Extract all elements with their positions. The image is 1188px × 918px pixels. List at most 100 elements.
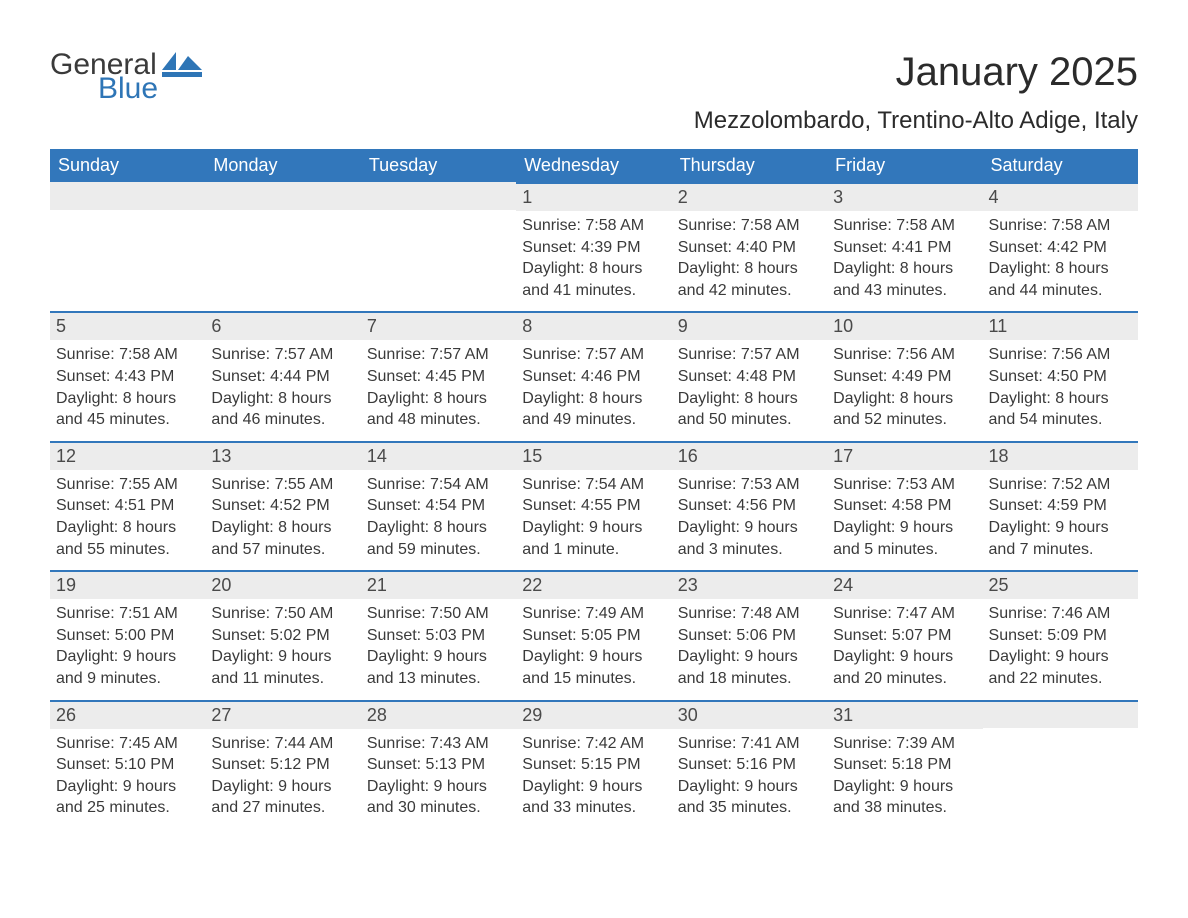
day-cell: 9Sunrise: 7:57 AMSunset: 4:48 PMDaylight…: [672, 311, 827, 440]
day-cell: 22Sunrise: 7:49 AMSunset: 5:05 PMDayligh…: [516, 570, 671, 699]
day-d1: Daylight: 9 hours: [678, 776, 821, 798]
day-sunset: Sunset: 4:39 PM: [522, 237, 665, 259]
day-sunrise: Sunrise: 7:50 AM: [211, 603, 354, 625]
day-d1: Daylight: 8 hours: [833, 388, 976, 410]
day-sunrise: Sunrise: 7:44 AM: [211, 733, 354, 755]
day-sunset: Sunset: 5:07 PM: [833, 625, 976, 647]
day-sunrise: Sunrise: 7:54 AM: [522, 474, 665, 496]
day-d2: and 1 minute.: [522, 539, 665, 561]
day-d1: Daylight: 8 hours: [56, 388, 199, 410]
week-row: 5Sunrise: 7:58 AMSunset: 4:43 PMDaylight…: [50, 311, 1138, 440]
day-d1: Daylight: 9 hours: [522, 776, 665, 798]
day-cell: 25Sunrise: 7:46 AMSunset: 5:09 PMDayligh…: [983, 570, 1138, 699]
day-details: Sunrise: 7:49 AMSunset: 5:05 PMDaylight:…: [516, 599, 671, 699]
day-d2: and 45 minutes.: [56, 409, 199, 431]
day-sunrise: Sunrise: 7:50 AM: [367, 603, 510, 625]
day-sunrise: Sunrise: 7:57 AM: [367, 344, 510, 366]
day-cell: [361, 182, 516, 311]
day-sunset: Sunset: 4:40 PM: [678, 237, 821, 259]
day-number: 24: [827, 570, 982, 599]
day-sunset: Sunset: 4:49 PM: [833, 366, 976, 388]
day-d2: and 59 minutes.: [367, 539, 510, 561]
week-row: 12Sunrise: 7:55 AMSunset: 4:51 PMDayligh…: [50, 441, 1138, 570]
day-sunset: Sunset: 5:09 PM: [989, 625, 1132, 647]
day-sunset: Sunset: 4:43 PM: [56, 366, 199, 388]
day-d2: and 43 minutes.: [833, 280, 976, 302]
day-details: Sunrise: 7:55 AMSunset: 4:51 PMDaylight:…: [50, 470, 205, 570]
day-d2: and 3 minutes.: [678, 539, 821, 561]
day-d2: and 35 minutes.: [678, 797, 821, 819]
day-d2: and 50 minutes.: [678, 409, 821, 431]
day-sunset: Sunset: 5:06 PM: [678, 625, 821, 647]
day-number: 9: [672, 311, 827, 340]
day-cell: 16Sunrise: 7:53 AMSunset: 4:56 PMDayligh…: [672, 441, 827, 570]
day-details: Sunrise: 7:57 AMSunset: 4:44 PMDaylight:…: [205, 340, 360, 440]
day-number: 31: [827, 700, 982, 729]
day-details: Sunrise: 7:50 AMSunset: 5:03 PMDaylight:…: [361, 599, 516, 699]
day-cell: 29Sunrise: 7:42 AMSunset: 5:15 PMDayligh…: [516, 700, 671, 829]
logo-word2: Blue: [98, 74, 158, 104]
day-number: 8: [516, 311, 671, 340]
day-cell: 1Sunrise: 7:58 AMSunset: 4:39 PMDaylight…: [516, 182, 671, 311]
day-sunset: Sunset: 4:54 PM: [367, 495, 510, 517]
day-details: Sunrise: 7:57 AMSunset: 4:45 PMDaylight:…: [361, 340, 516, 440]
day-d1: Daylight: 8 hours: [211, 517, 354, 539]
day-sunset: Sunset: 5:05 PM: [522, 625, 665, 647]
day-cell: [50, 182, 205, 311]
day-sunrise: Sunrise: 7:55 AM: [56, 474, 199, 496]
day-d1: Daylight: 9 hours: [522, 517, 665, 539]
day-d2: and 49 minutes.: [522, 409, 665, 431]
day-sunrise: Sunrise: 7:49 AM: [522, 603, 665, 625]
title-block: January 2025 Mezzolombardo, Trentino-Alt…: [694, 50, 1138, 135]
day-sunset: Sunset: 4:58 PM: [833, 495, 976, 517]
day-d2: and 22 minutes.: [989, 668, 1132, 690]
day-sunset: Sunset: 5:02 PM: [211, 625, 354, 647]
day-sunrise: Sunrise: 7:57 AM: [211, 344, 354, 366]
day-d2: and 30 minutes.: [367, 797, 510, 819]
day-d1: Daylight: 9 hours: [833, 517, 976, 539]
day-number: 5: [50, 311, 205, 340]
page-header: General Blue January 2025 Mezzolombardo,…: [50, 50, 1138, 135]
day-d1: Daylight: 9 hours: [56, 646, 199, 668]
day-d2: and 54 minutes.: [989, 409, 1132, 431]
day-d1: Daylight: 8 hours: [56, 517, 199, 539]
day-details: Sunrise: 7:48 AMSunset: 5:06 PMDaylight:…: [672, 599, 827, 699]
day-cell: 15Sunrise: 7:54 AMSunset: 4:55 PMDayligh…: [516, 441, 671, 570]
weekday-header: Monday: [205, 149, 360, 182]
day-d1: Daylight: 8 hours: [678, 258, 821, 280]
day-sunrise: Sunrise: 7:55 AM: [211, 474, 354, 496]
day-d2: and 44 minutes.: [989, 280, 1132, 302]
day-sunrise: Sunrise: 7:58 AM: [56, 344, 199, 366]
day-sunrise: Sunrise: 7:56 AM: [989, 344, 1132, 366]
day-d1: Daylight: 9 hours: [211, 776, 354, 798]
day-number: 2: [672, 182, 827, 211]
day-d1: Daylight: 9 hours: [678, 646, 821, 668]
day-sunset: Sunset: 4:56 PM: [678, 495, 821, 517]
day-d1: Daylight: 9 hours: [833, 776, 976, 798]
day-number: [361, 182, 516, 210]
day-number: 28: [361, 700, 516, 729]
day-number: 14: [361, 441, 516, 470]
day-sunset: Sunset: 4:59 PM: [989, 495, 1132, 517]
day-d2: and 11 minutes.: [211, 668, 354, 690]
day-details: Sunrise: 7:47 AMSunset: 5:07 PMDaylight:…: [827, 599, 982, 699]
day-sunrise: Sunrise: 7:41 AM: [678, 733, 821, 755]
day-cell: 21Sunrise: 7:50 AMSunset: 5:03 PMDayligh…: [361, 570, 516, 699]
day-sunset: Sunset: 4:50 PM: [989, 366, 1132, 388]
day-sunset: Sunset: 4:52 PM: [211, 495, 354, 517]
day-d2: and 33 minutes.: [522, 797, 665, 819]
day-cell: 2Sunrise: 7:58 AMSunset: 4:40 PMDaylight…: [672, 182, 827, 311]
day-d1: Daylight: 8 hours: [367, 517, 510, 539]
day-details: Sunrise: 7:43 AMSunset: 5:13 PMDaylight:…: [361, 729, 516, 829]
day-details: Sunrise: 7:44 AMSunset: 5:12 PMDaylight:…: [205, 729, 360, 829]
day-d1: Daylight: 8 hours: [678, 388, 821, 410]
weekday-header: Wednesday: [516, 149, 671, 182]
day-details: Sunrise: 7:58 AMSunset: 4:43 PMDaylight:…: [50, 340, 205, 440]
day-number: [205, 182, 360, 210]
day-d1: Daylight: 8 hours: [367, 388, 510, 410]
day-sunset: Sunset: 4:45 PM: [367, 366, 510, 388]
day-number: 11: [983, 311, 1138, 340]
day-details: Sunrise: 7:54 AMSunset: 4:55 PMDaylight:…: [516, 470, 671, 570]
day-d2: and 20 minutes.: [833, 668, 976, 690]
day-d1: Daylight: 9 hours: [211, 646, 354, 668]
